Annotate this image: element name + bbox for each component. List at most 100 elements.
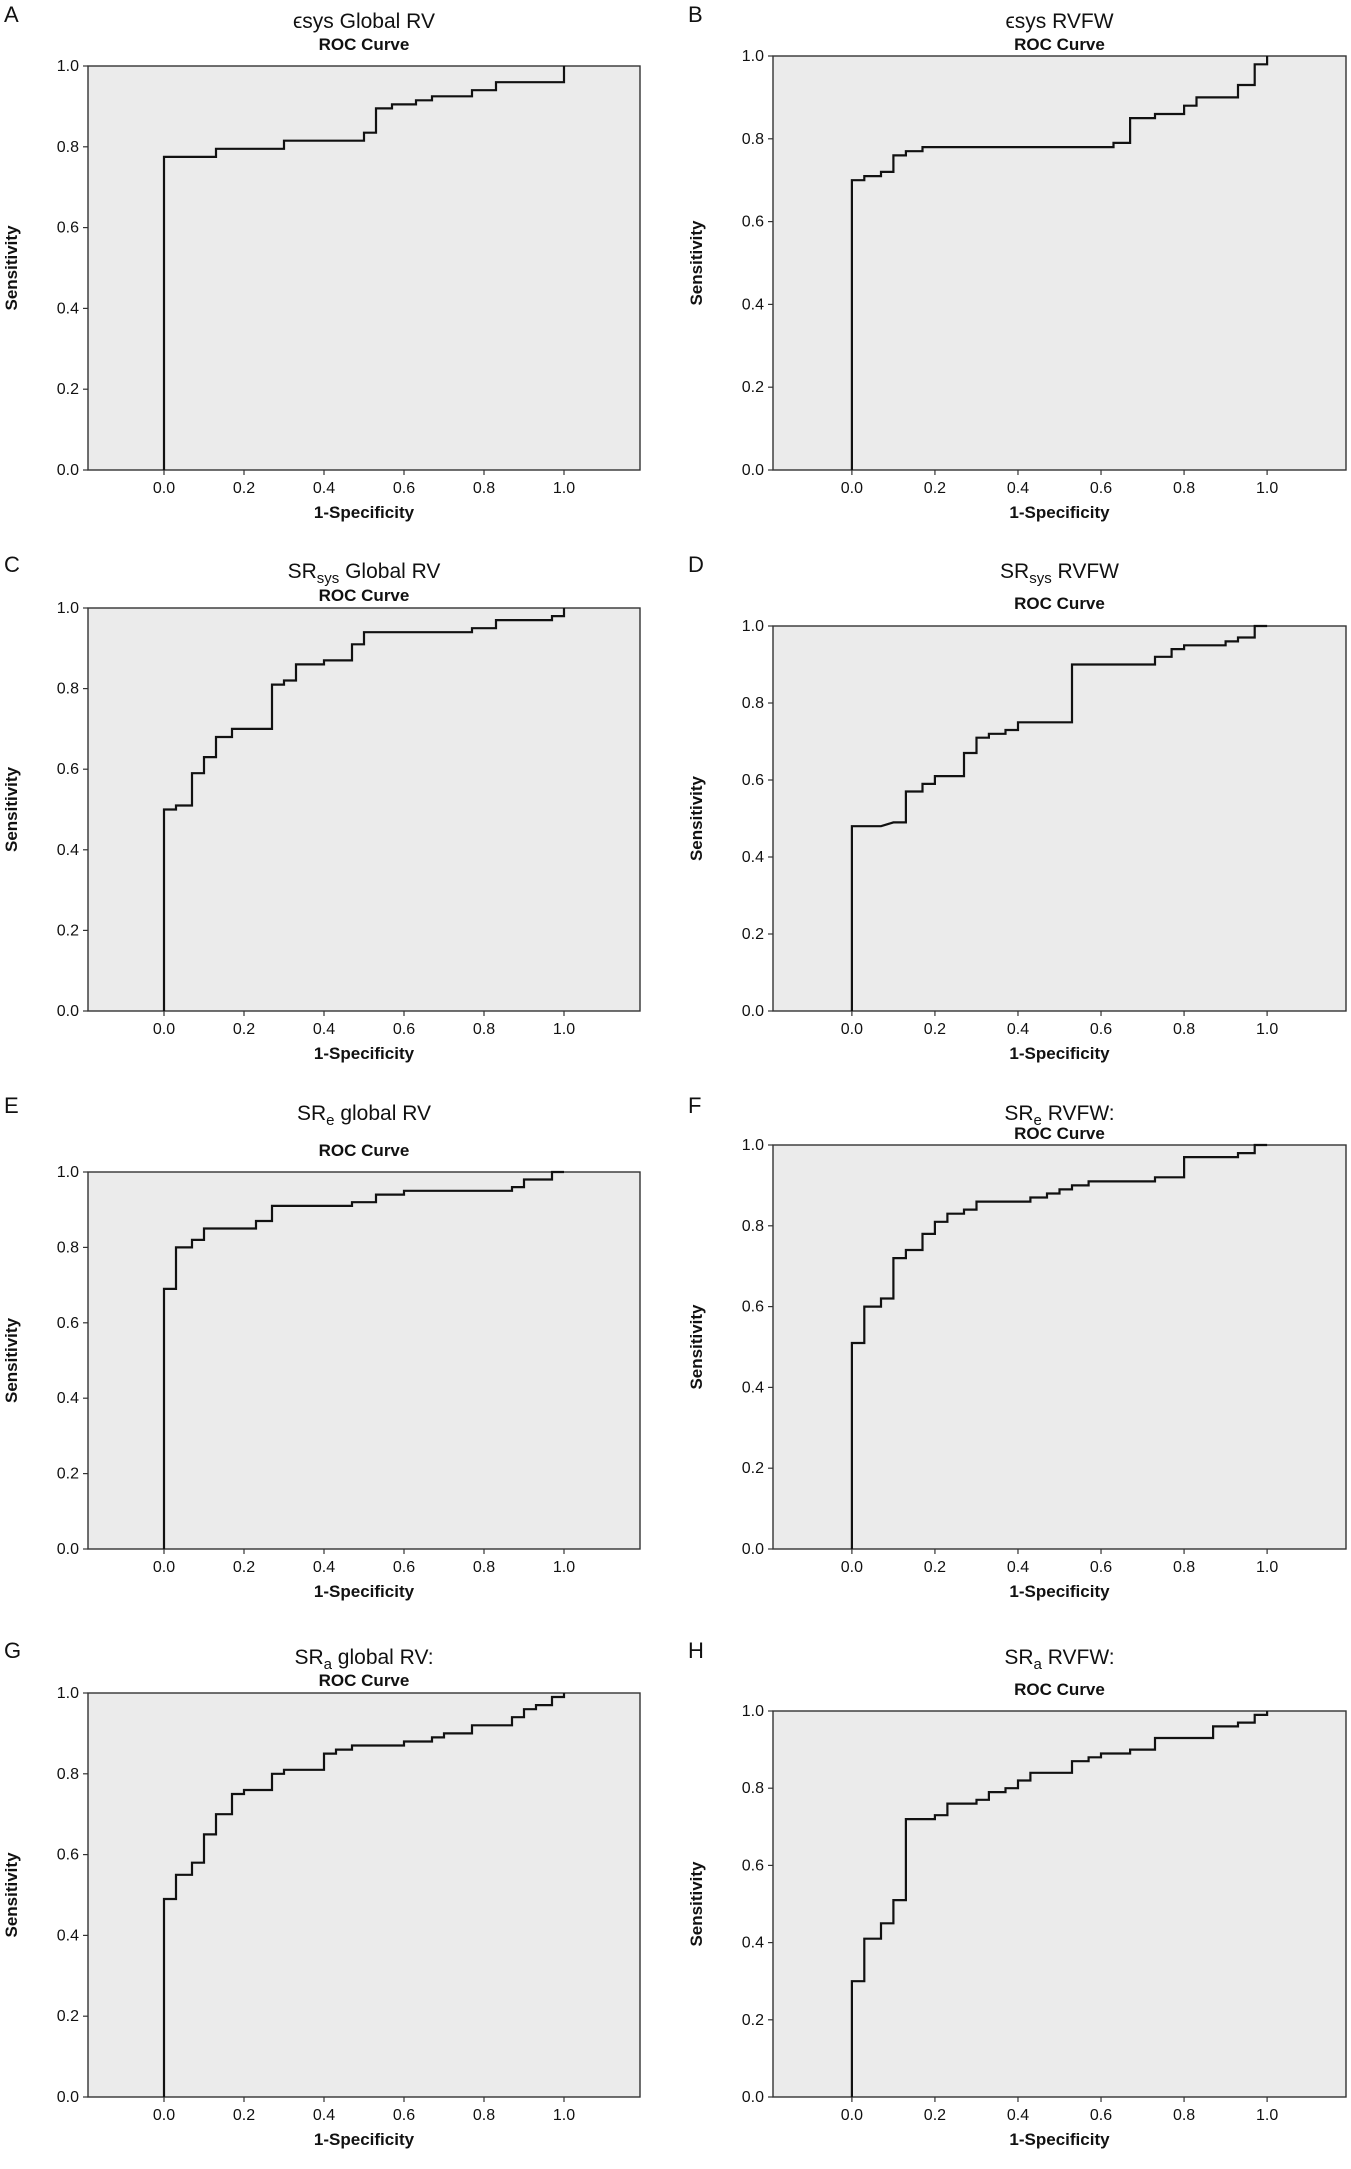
panel-letter: B: [688, 2, 703, 27]
roc-curve-subtitle: ROC Curve: [319, 35, 410, 54]
y-tick-label: 0.2: [742, 379, 764, 396]
x-tick-label: 1.0: [1256, 1021, 1278, 1038]
x-tick-label: 0.4: [1007, 480, 1029, 497]
y-tick-label: 0.8: [57, 1239, 79, 1256]
x-tick-label: 0.8: [1173, 1021, 1195, 1038]
panel-h: H SRa RVFW: ROC Curve 0.0 0.2 0.4 0.6 0.8 1.0 0.0…: [687, 1638, 1347, 2149]
y-tick-label: 0.6: [742, 772, 764, 789]
x-axis-label: 1-Specificity: [314, 503, 415, 522]
panel-title: SRa global RV:: [294, 1646, 433, 1673]
y-tick-label: 1.0: [742, 1137, 764, 1154]
y-tick-label: 0.4: [742, 849, 764, 866]
x-tick-label: 0.2: [233, 480, 255, 497]
y-tick-label: 0.8: [57, 1766, 79, 1783]
x-tick-label: 0.6: [1090, 480, 1112, 497]
x-tick-label: 0.6: [1090, 1559, 1112, 1576]
y-tick-label: 0.0: [742, 462, 764, 479]
roc-curve-subtitle: ROC Curve: [1014, 1124, 1105, 1143]
panel-letter: G: [4, 1638, 21, 1663]
x-tick-label: 0.8: [473, 1559, 495, 1576]
y-tick-label: 0.2: [742, 926, 764, 943]
y-tick-label: 0.4: [57, 300, 79, 317]
x-tick-label: 0.8: [1173, 2107, 1195, 2124]
x-tick-label: 1.0: [1256, 480, 1278, 497]
y-axis-label: Sensitivity: [687, 1861, 706, 1947]
y-tick-label: 0.0: [57, 1003, 79, 1020]
y-tick-label: 0.0: [57, 1541, 79, 1558]
plot-area: [87, 607, 641, 1012]
x-axis-label: 1-Specificity: [314, 1044, 415, 1063]
y-tick-label: 0.6: [57, 1847, 79, 1864]
y-tick-label: 1.0: [742, 618, 764, 635]
y-axis-label: Sensitivity: [687, 775, 706, 861]
y-tick-label: 0.4: [57, 842, 79, 859]
y-axis-label: Sensitivity: [2, 1317, 21, 1403]
x-tick-label: 0.8: [473, 480, 495, 497]
roc-curve-line: [162, 1693, 566, 2097]
y-tick-label: 0.2: [742, 2012, 764, 2029]
roc-curve-line: [162, 1170, 564, 1549]
plot-area: [87, 1692, 641, 2098]
x-tick-label: 0.8: [1173, 1559, 1195, 1576]
y-tick-label: 0.6: [57, 761, 79, 778]
y-tick-label: 0.2: [57, 2008, 79, 2025]
x-tick-label: 0.8: [473, 1021, 495, 1038]
roc-curve-line: [850, 624, 1268, 1011]
roc-curve-line: [162, 608, 566, 1011]
x-tick-label: 0.6: [393, 1021, 415, 1038]
x-tick-label: 0.0: [153, 1559, 175, 1576]
plot-area: [772, 1710, 1347, 2098]
x-tick-label: 0.0: [841, 1021, 863, 1038]
panel-title: SRsys Global RV: [288, 560, 441, 587]
roc-curve-subtitle: ROC Curve: [1014, 594, 1105, 613]
y-tick-label: 0.0: [57, 462, 79, 479]
x-tick-label: 0.4: [313, 1021, 335, 1038]
panel-letter: D: [688, 552, 704, 577]
y-tick-label: 1.0: [57, 1685, 79, 1702]
y-axis-label: Sensitivity: [2, 1852, 21, 1938]
x-tick-label: 0.2: [233, 1559, 255, 1576]
y-tick-label: 0.0: [742, 2089, 764, 2106]
roc-curve-subtitle: ROC Curve: [1014, 35, 1105, 54]
y-tick-label: 0.6: [742, 214, 764, 231]
panel-d: D SRsys RVFW ROC Curve 0.0 0.2 0.4 0.6 0.8 1.0 0.…: [687, 552, 1347, 1063]
x-tick-label: 0.4: [1007, 1021, 1029, 1038]
x-tick-label: 0.0: [841, 2107, 863, 2124]
x-tick-label: 0.8: [473, 2107, 495, 2124]
panel-title: SRe global RV: [297, 1102, 431, 1129]
y-tick-label: 0.4: [57, 1927, 79, 1944]
y-tick-label: 0.8: [742, 1218, 764, 1235]
x-axis-label: 1-Specificity: [1009, 1044, 1110, 1063]
panel-title: ϵsys RVFW: [1005, 10, 1113, 33]
x-tick-label: 1.0: [553, 2107, 575, 2124]
roc-curve-subtitle: ROC Curve: [1014, 1680, 1105, 1699]
x-axis-label: 1-Specificity: [314, 2130, 415, 2149]
y-tick-label: 0.2: [57, 922, 79, 939]
y-tick-label: 0.2: [57, 1466, 79, 1483]
x-axis-label: 1-Specificity: [1009, 1582, 1110, 1601]
y-tick-label: 0.8: [742, 131, 764, 148]
y-tick-label: 0.8: [742, 695, 764, 712]
y-tick-label: 0.8: [57, 139, 79, 156]
y-tick-label: 0.4: [742, 1935, 764, 1952]
panel-letter: E: [4, 1093, 19, 1118]
x-tick-label: 0.2: [924, 480, 946, 497]
x-tick-label: 0.0: [153, 480, 175, 497]
x-tick-label: 0.0: [841, 480, 863, 497]
plot-area: [772, 625, 1347, 1012]
y-tick-label: 1.0: [57, 600, 79, 617]
x-tick-label: 0.4: [313, 2107, 335, 2124]
y-tick-label: 0.4: [57, 1390, 79, 1407]
panel-e: E SRe global RV ROC Curve 0.0 0.2 0.4 0.6 0.8 1.…: [2, 1093, 641, 1601]
y-tick-label: 0.2: [57, 381, 79, 398]
plot-area: [87, 65, 641, 471]
x-axis-label: 1-Specificity: [1009, 2130, 1110, 2149]
y-tick-label: 0.4: [742, 296, 764, 313]
x-tick-label: 0.0: [841, 1559, 863, 1576]
panel-title: SRe RVFW:: [1004, 1102, 1114, 1129]
y-tick-label: 0.6: [742, 1299, 764, 1316]
roc-curve-line: [850, 56, 1269, 470]
